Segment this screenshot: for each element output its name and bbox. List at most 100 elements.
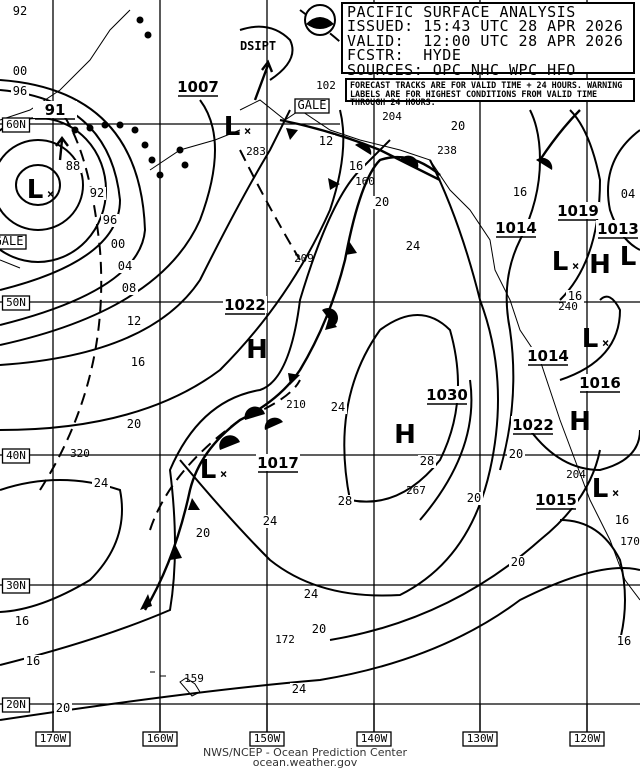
latitude-label-box <box>1 578 31 594</box>
ship-observation: 102 <box>316 79 336 92</box>
isobar-label: 04 <box>621 187 635 201</box>
low-pressure-center: L <box>552 247 569 277</box>
ship-observation: 159 <box>184 672 204 685</box>
low-x-marker: × <box>220 467 227 481</box>
high-pressure-center: H <box>246 335 268 365</box>
isobar-label: 20 <box>375 195 389 209</box>
longitude-label: 150W <box>254 732 281 745</box>
high-pressure-center: H <box>589 250 611 280</box>
low-x-marker: × <box>47 187 54 201</box>
isobar-label: 92 <box>13 4 27 18</box>
isobar-label: 20 <box>312 622 326 636</box>
isobar-label: 16 <box>349 159 363 173</box>
central-pressure-label: 1019 <box>557 202 599 220</box>
low-x-marker: × <box>602 336 609 350</box>
central-pressure-label: 1017 <box>257 454 299 472</box>
central-pressure-label: 1016 <box>579 374 621 392</box>
map-title: PACIFIC SURFACE ANALYSIS <box>347 3 576 21</box>
isobar-label: 24 <box>304 587 318 601</box>
low-pressure-center: L <box>27 175 44 205</box>
longitude-label: 120W <box>574 732 601 745</box>
central-pressure-label: 1014 <box>495 219 537 237</box>
longitude-label-box <box>35 731 71 747</box>
isobar-label: 16 <box>615 513 629 527</box>
forecaster: FCSTR: HYDE <box>347 46 462 65</box>
credit: NWS/NCEP - Ocean Prediction Center ocean.… <box>150 746 460 769</box>
low-x-marker: × <box>612 486 619 500</box>
isobar-label: 24 <box>406 239 420 253</box>
low-pressure-center: L <box>582 324 599 354</box>
longitude-label: 130W <box>467 732 494 745</box>
isobar-label: 00 <box>111 237 125 251</box>
isobar-label: 24 <box>94 476 108 490</box>
high-pressure-center: H <box>569 407 591 437</box>
ship-observation: 204 <box>382 110 402 123</box>
central-pressure-label: 1014 <box>527 347 569 365</box>
credit-line-1: NWS/NCEP - Ocean Prediction Center <box>202 746 408 759</box>
forecast-note: FORECAST TRACKS ARE FOR VALID TIME + 24 … <box>345 78 635 106</box>
central-pressure-label: 1030 <box>426 386 468 404</box>
low-pressure-center: L <box>620 242 637 272</box>
isobar-label: 16 <box>513 185 527 199</box>
dissipating-label: DSIPT <box>240 39 276 53</box>
issued-time: ISSUED: 15:43 UTC 28 APR 2026 <box>347 17 624 36</box>
credit-line-2[interactable]: ocean.weather.gov <box>252 756 358 769</box>
isobar-label: 16 <box>131 355 145 369</box>
longitude-label-box <box>142 731 178 747</box>
isobar-label: 12 <box>319 134 333 148</box>
isobars <box>0 25 640 721</box>
warning-label-box <box>294 98 330 114</box>
ship-observation: 238 <box>437 144 457 157</box>
central-pressure-label: 1015 <box>535 491 577 509</box>
low-x-marker: × <box>244 124 251 138</box>
central-pressure-label: 91 <box>45 101 66 119</box>
low-pressure-center: L <box>592 474 609 504</box>
low-pressure-center: L <box>224 112 241 142</box>
longitude-label-box <box>356 731 392 747</box>
isobar-label: 08 <box>122 281 136 295</box>
longitude-label: 140W <box>361 732 388 745</box>
isobar-label: 16 <box>568 289 582 303</box>
central-pressure-label: 1007 <box>177 78 219 96</box>
isobar-label: 16 <box>617 634 631 648</box>
isobar-label: 96 <box>13 84 27 98</box>
noaa-logo <box>304 4 336 36</box>
isobar-label: 20 <box>467 491 481 505</box>
isobar-label: 16 <box>26 654 40 668</box>
isobar-label: 20 <box>509 447 523 461</box>
isobar-label: 16 <box>15 614 29 628</box>
coastlines <box>0 9 640 697</box>
isobar-label: 20 <box>56 701 70 715</box>
longitude-label-box <box>462 731 498 747</box>
latitude-label: 40N <box>6 449 26 462</box>
warning-label: GALE <box>0 234 23 248</box>
isobar-label: 96 <box>103 213 117 227</box>
latitude-label: 60N <box>6 118 26 131</box>
ship-observation: 283 <box>246 145 266 158</box>
latitude-label-box <box>1 697 31 713</box>
ship-observation: 210 <box>286 398 306 411</box>
isobar-label: 20 <box>451 119 465 133</box>
latitude-label-box <box>1 117 31 133</box>
central-pressure-label: 1022 <box>512 416 554 434</box>
ship-observation: 240 <box>558 300 578 313</box>
isobar-label: 24 <box>263 514 277 528</box>
longitude-label-box <box>249 731 285 747</box>
central-pressure-label: 1022 <box>224 296 266 314</box>
isobar-label: 28 <box>338 494 352 508</box>
high-pressure-center: H <box>394 420 416 450</box>
ship-observation: 320 <box>70 447 90 460</box>
longitude-label: 160W <box>147 732 174 745</box>
isobar-label: 92 <box>90 186 104 200</box>
ship-observation: 267 <box>406 484 426 497</box>
isobar-label: 24 <box>331 400 345 414</box>
latitude-label-box <box>1 448 31 464</box>
isobar-label: 24 <box>292 682 306 696</box>
isobar-label: 12 <box>127 314 141 328</box>
latitude-label: 20N <box>6 698 26 711</box>
low-x-marker: × <box>572 259 579 273</box>
isobar-label: 00 <box>13 64 27 78</box>
fronts <box>39 9 581 611</box>
longitude-label: 170W <box>40 732 67 745</box>
